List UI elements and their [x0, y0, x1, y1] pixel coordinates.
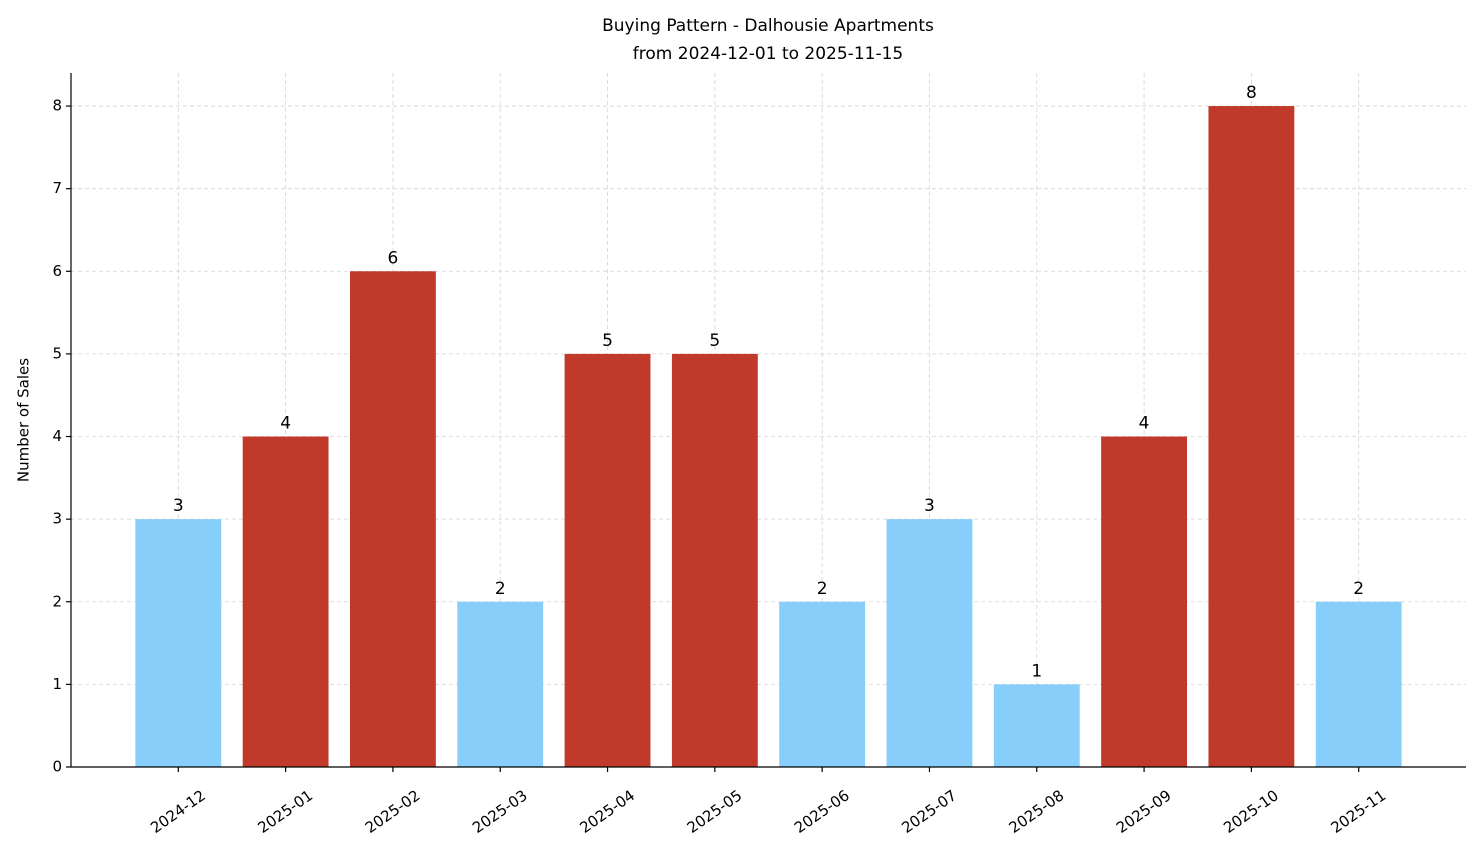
- value-label: 8: [1246, 83, 1257, 103]
- x-tick-label: 2025-09: [1113, 786, 1175, 837]
- value-label: 5: [602, 331, 613, 351]
- bar: [242, 436, 329, 767]
- y-tick-label: 1: [52, 675, 62, 693]
- y-tick-label: 8: [52, 97, 62, 115]
- bar: [779, 601, 866, 767]
- value-label: 2: [495, 579, 506, 599]
- x-tick-label: 2024-12: [147, 786, 209, 837]
- y-tick-label: 4: [52, 427, 62, 445]
- value-label: 2: [817, 579, 828, 599]
- value-label: 6: [388, 248, 399, 268]
- y-tick-label: 5: [52, 344, 62, 362]
- y-tick-label: 6: [52, 262, 62, 280]
- bar: [1208, 106, 1295, 768]
- bar: [350, 271, 436, 767]
- x-tick-label: 2025-04: [576, 786, 638, 837]
- y-tick-label: 0: [52, 758, 62, 776]
- x-tick-label: 2025-07: [898, 786, 960, 837]
- bar: [671, 353, 758, 767]
- value-label: 5: [709, 331, 720, 351]
- value-label: 3: [173, 496, 184, 516]
- value-label: 1: [1031, 661, 1042, 681]
- x-tick-label: 2025-10: [1220, 786, 1282, 837]
- bar: [135, 519, 222, 767]
- x-tick-label: 2025-08: [1006, 786, 1068, 837]
- x-tick-label: 2025-06: [791, 786, 853, 837]
- x-tick-label: 2025-01: [254, 786, 316, 837]
- value-label: 3: [924, 496, 935, 516]
- y-tick-label: 7: [52, 179, 62, 197]
- x-tick-label: 2025-11: [1328, 786, 1390, 837]
- bar: [993, 684, 1080, 767]
- bar: [564, 353, 651, 767]
- value-label: 4: [1139, 414, 1150, 434]
- bar: [886, 519, 973, 767]
- chart-title: Buying Pattern - Dalhousie Apartments: [602, 16, 934, 36]
- x-tick-label: 2025-03: [469, 786, 531, 837]
- y-tick-label: 3: [52, 510, 62, 528]
- x-tick-label: 2025-05: [684, 786, 746, 837]
- y-axis-label: Number of Sales: [15, 358, 33, 482]
- y-tick-label: 2: [52, 592, 62, 610]
- bar: [457, 601, 544, 767]
- x-tick-label: 2025-02: [362, 786, 424, 837]
- chart-subtitle: from 2024-12-01 to 2025-11-15: [633, 44, 903, 64]
- bar: [1315, 601, 1402, 767]
- value-label: 4: [280, 414, 291, 434]
- value-label: 2: [1353, 579, 1364, 599]
- bar: [1101, 436, 1187, 767]
